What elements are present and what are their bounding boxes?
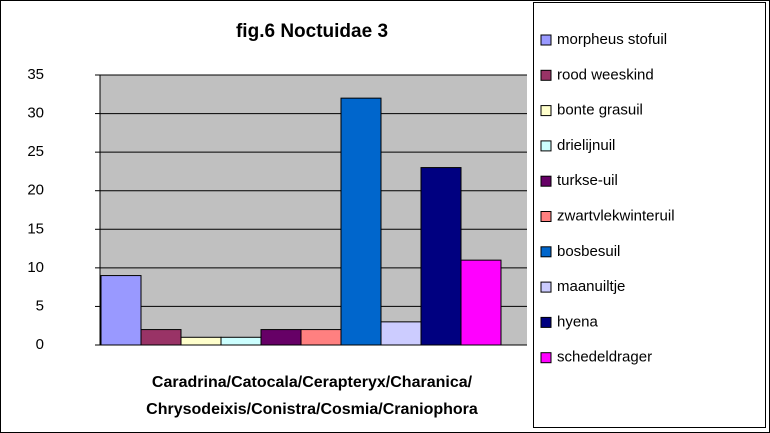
legend-label: hyena	[557, 313, 599, 330]
legend-swatch	[540, 352, 552, 364]
legend-swatch	[540, 34, 552, 46]
bar	[180, 336, 222, 346]
bar	[340, 97, 382, 346]
bar	[220, 336, 262, 346]
legend-label: schedeldrager	[557, 349, 652, 366]
bar	[380, 321, 422, 346]
legend-swatch	[540, 105, 552, 117]
y-tick-label: 15	[27, 220, 44, 237]
bar	[300, 329, 342, 346]
bar	[100, 275, 142, 346]
legend-swatch	[540, 211, 552, 222]
x-axis-label: Caradrina/Catocala/Cerapteryx/Charanica/	[152, 374, 473, 391]
legend-swatch	[540, 175, 552, 187]
legend-label: maanuiltje	[557, 278, 625, 295]
y-tick-label: 20	[27, 182, 44, 199]
bar	[460, 259, 502, 346]
y-tick-label: 10	[27, 259, 44, 276]
legend-swatch	[540, 281, 552, 293]
y-tick-label: 35	[27, 66, 44, 83]
legend-swatch	[540, 140, 552, 152]
y-tick-label: 30	[27, 105, 44, 122]
bar	[420, 167, 462, 346]
bar	[140, 329, 182, 346]
legend-swatch	[540, 246, 552, 258]
legend-label: bosbesuil	[557, 243, 620, 260]
chart-title: fig.6 Noctuidae 3	[236, 21, 388, 42]
legend-label: bonte grasuil	[557, 102, 643, 119]
legend-label: morpheus stofuil	[557, 31, 667, 48]
y-tick-label: 0	[36, 336, 44, 353]
legend-label: rood weeskind	[557, 66, 654, 83]
legend-label: turkse-uil	[557, 172, 618, 189]
legend-swatch	[540, 69, 552, 81]
y-tick-label: 25	[27, 143, 44, 160]
legend-swatch	[540, 316, 552, 328]
legend-box	[533, 2, 766, 428]
bar	[260, 329, 302, 346]
y-tick-label: 5	[36, 297, 44, 314]
x-axis-label: Chrysodeixis/Conistra/Cosmia/Craniophora	[146, 401, 478, 418]
legend-label: zwartvlekwinteruil	[557, 207, 675, 224]
legend-label: drielijnuil	[557, 137, 615, 154]
